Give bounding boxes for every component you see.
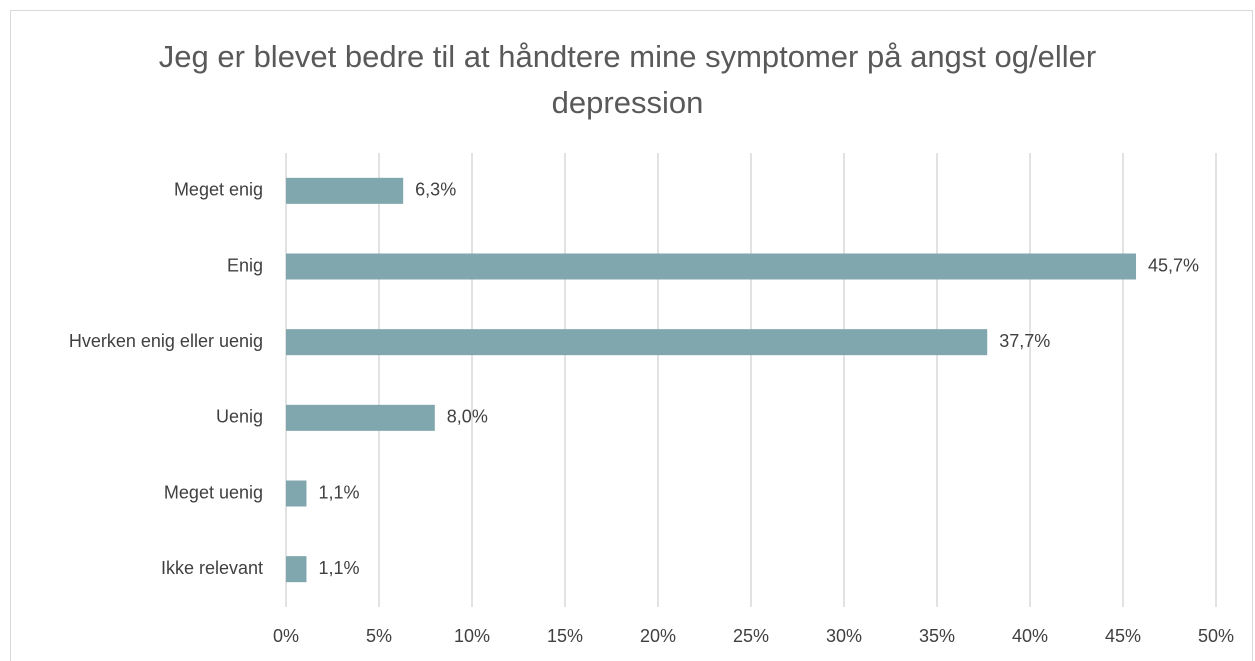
y-tick-label: Meget enig (174, 180, 263, 200)
data-label: 1,1% (318, 482, 359, 502)
x-tick-label: 15% (547, 626, 583, 646)
x-tick-label: 10% (454, 626, 490, 646)
x-tick-label: 25% (733, 626, 769, 646)
x-tick-label: 0% (273, 626, 299, 646)
bar (286, 556, 307, 583)
bar (286, 253, 1137, 280)
data-label: 45,7% (1148, 255, 1199, 275)
bar (286, 177, 404, 204)
y-tick-label: Meget uenig (164, 482, 263, 502)
y-tick-label: Ikke relevant (161, 558, 263, 578)
chart-border (10, 10, 1253, 661)
chart-title: Jeg er blevet bedre til at håndtere mine… (158, 39, 1097, 120)
bar (286, 480, 307, 507)
x-tick-label: 45% (1105, 626, 1141, 646)
y-tick-label: Hverken enig eller uenig (69, 331, 263, 351)
y-tick-label: Enig (227, 255, 263, 275)
bar (286, 329, 988, 356)
x-tick-label: 50% (1198, 626, 1234, 646)
data-label: 6,3% (415, 180, 456, 200)
y-tick-label: Uenig (216, 407, 263, 427)
x-tick-label: 5% (366, 626, 392, 646)
data-label: 1,1% (318, 558, 359, 578)
x-tick-label: 20% (640, 626, 676, 646)
data-label: 37,7% (999, 331, 1050, 351)
bar (286, 404, 435, 431)
x-tick-label: 30% (826, 626, 862, 646)
x-tick-label: 35% (919, 626, 955, 646)
data-label: 8,0% (447, 407, 488, 427)
x-tick-label: 40% (1012, 626, 1048, 646)
